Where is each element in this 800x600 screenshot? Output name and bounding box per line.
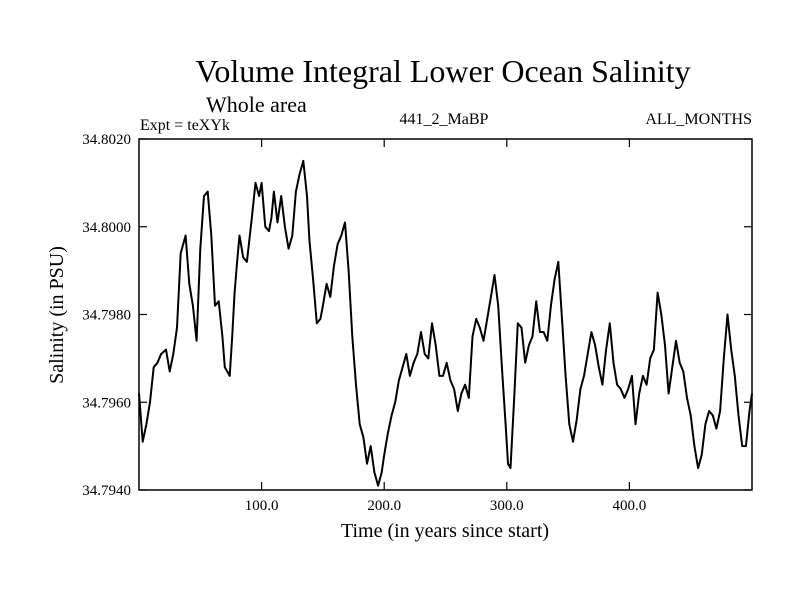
expt-label: Expt = teXYk [140,117,230,134]
x-tick-label-2: 300.0 [490,498,524,514]
y-tick-label-4: 34.8020 [82,132,131,148]
y-axis-label: Salinity (in PSU) [46,246,68,384]
x-tick-label-3: 400.0 [613,498,647,514]
x-axis-ticks: 100.0 200.0 300.0 400.0 [245,139,647,514]
chart-title: Volume Integral Lower Ocean Salinity [195,53,690,89]
x-axis-label: Time (in years since start) [341,520,549,542]
plot-frame [138,138,753,491]
y-tick-label-0: 34.7940 [82,483,131,499]
salinity-series-line [138,159,753,487]
y-tick-label-2: 34.7980 [82,308,131,324]
y-tick-label-1: 34.7960 [82,395,131,411]
chart-subtitle: Whole area [206,92,307,117]
x-tick-label-1: 200.0 [367,498,401,514]
y-tick-label-3: 34.8000 [82,220,131,236]
y-axis-ticks: 34.7940 34.7960 34.7980 34.8000 34.8020 [82,132,752,499]
run-label: 441_2_MaBP [400,111,489,128]
months-label: ALL_MONTHS [645,111,752,128]
x-tick-label-0: 100.0 [245,498,279,514]
